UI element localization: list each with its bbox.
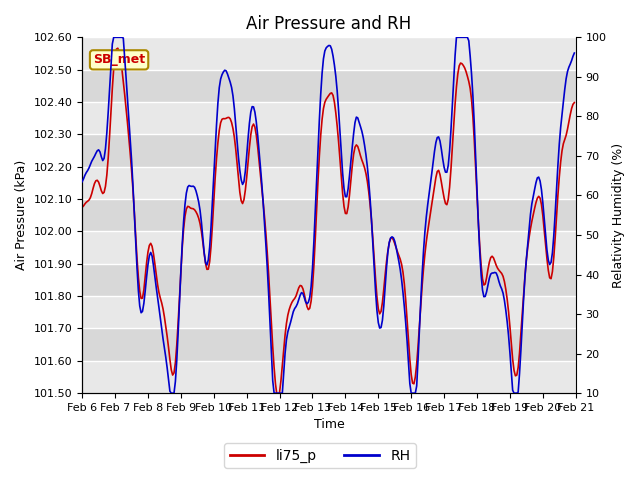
X-axis label: Time: Time [314,419,344,432]
Bar [82,199,576,231]
Legend: li75_p, RH: li75_p, RH [224,443,416,468]
Bar [82,70,576,102]
Bar [82,134,576,167]
Y-axis label: Relativity Humidity (%): Relativity Humidity (%) [612,143,625,288]
Bar [82,328,576,361]
Title: Air Pressure and RH: Air Pressure and RH [246,15,412,33]
Text: SB_met: SB_met [93,53,145,66]
Bar [82,102,576,134]
Bar [82,264,576,296]
Bar [82,296,576,328]
Bar [82,231,576,264]
Bar [82,167,576,199]
Y-axis label: Air Pressure (kPa): Air Pressure (kPa) [15,160,28,270]
Bar [82,37,576,70]
Bar [82,361,576,393]
